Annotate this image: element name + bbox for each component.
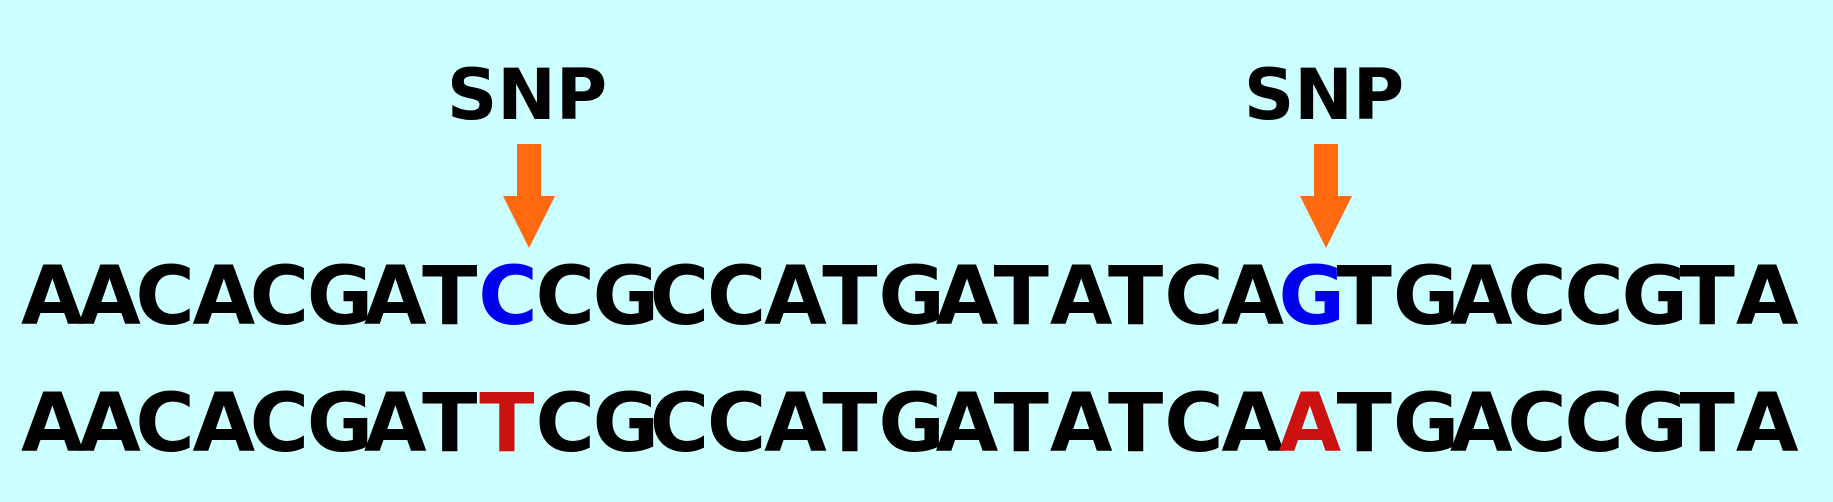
top-base-10: C [535,250,595,344]
top-base-24: T [1336,250,1392,344]
bottom-base-21: C [1164,377,1224,471]
bottom-base-31: A [1735,377,1799,471]
top-snp-base-23: G [1278,250,1346,344]
bottom-base-14: A [764,377,827,471]
bottom-base-10: C [535,377,595,471]
bottom-base-18: T [993,377,1049,471]
bottom-base-15: T [822,377,878,471]
top-base-20: T [1108,250,1164,344]
bottom-base-4: A [192,377,256,471]
bottom-base-13: C [706,377,767,471]
top-base-15: T [822,250,878,344]
top-base-28: C [1564,250,1624,344]
snp-arrow-1 [503,144,555,248]
bottom-base-5: C [249,377,310,471]
top-base-4: A [192,250,256,344]
top-base-22: A [1221,250,1285,344]
top-base-3: C [135,250,195,344]
bottom-base-27: C [1507,377,1567,471]
top-base-17: A [935,250,999,344]
bottom-base-19: A [1049,377,1113,471]
top-base-5: C [249,250,310,344]
top-base-27: C [1507,250,1567,344]
snp-arrow-2 [1300,144,1352,248]
bottom-base-6: G [306,377,374,471]
top-base-30: T [1679,250,1735,344]
top-base-12: C [649,250,710,344]
bottom-base-12: C [649,377,710,471]
top-base-31: A [1735,250,1799,344]
top-base-14: A [764,250,827,344]
bottom-base-17: A [935,377,999,471]
bottom-base-2: A [78,377,141,471]
snp-label-1: SNP [446,54,608,136]
top-snp-base-9: C [478,250,538,344]
top-base-2: A [78,250,141,344]
top-base-26: A [1450,250,1513,344]
top-base-18: T [993,250,1049,344]
bottom-base-22: A [1221,377,1285,471]
bottom-base-11: G [592,377,660,471]
top-base-19: A [1049,250,1113,344]
bottom-base-25: G [1392,377,1460,471]
top-base-13: C [706,250,767,344]
bottom-base-28: C [1564,377,1624,471]
top-base-8: T [422,250,478,344]
snp-arrow-2-shape [1300,144,1352,248]
snp-label-2: SNP [1243,54,1405,136]
top-base-11: G [592,250,660,344]
bottom-base-1: A [21,377,84,471]
bottom-base-8: T [422,377,478,471]
top-base-16: G [878,250,945,344]
bottom-base-30: T [1679,377,1735,471]
top-base-1: A [21,250,84,344]
bottom-base-29: G [1621,377,1689,471]
top-base-7: A [363,250,427,344]
bottom-base-20: T [1108,377,1164,471]
top-base-21: C [1164,250,1224,344]
bottom-base-16: G [878,377,945,471]
bottom-base-26: A [1450,377,1513,471]
bottom-snp-base-23: A [1278,377,1342,471]
top-base-29: G [1621,250,1689,344]
bottom-snp-base-9: T [479,377,535,471]
bottom-base-7: A [363,377,427,471]
bottom-base-3: C [135,377,195,471]
top-base-25: G [1392,250,1460,344]
bottom-base-24: T [1336,377,1392,471]
top-base-6: G [306,250,374,344]
snp-arrow-1-shape [503,144,555,248]
